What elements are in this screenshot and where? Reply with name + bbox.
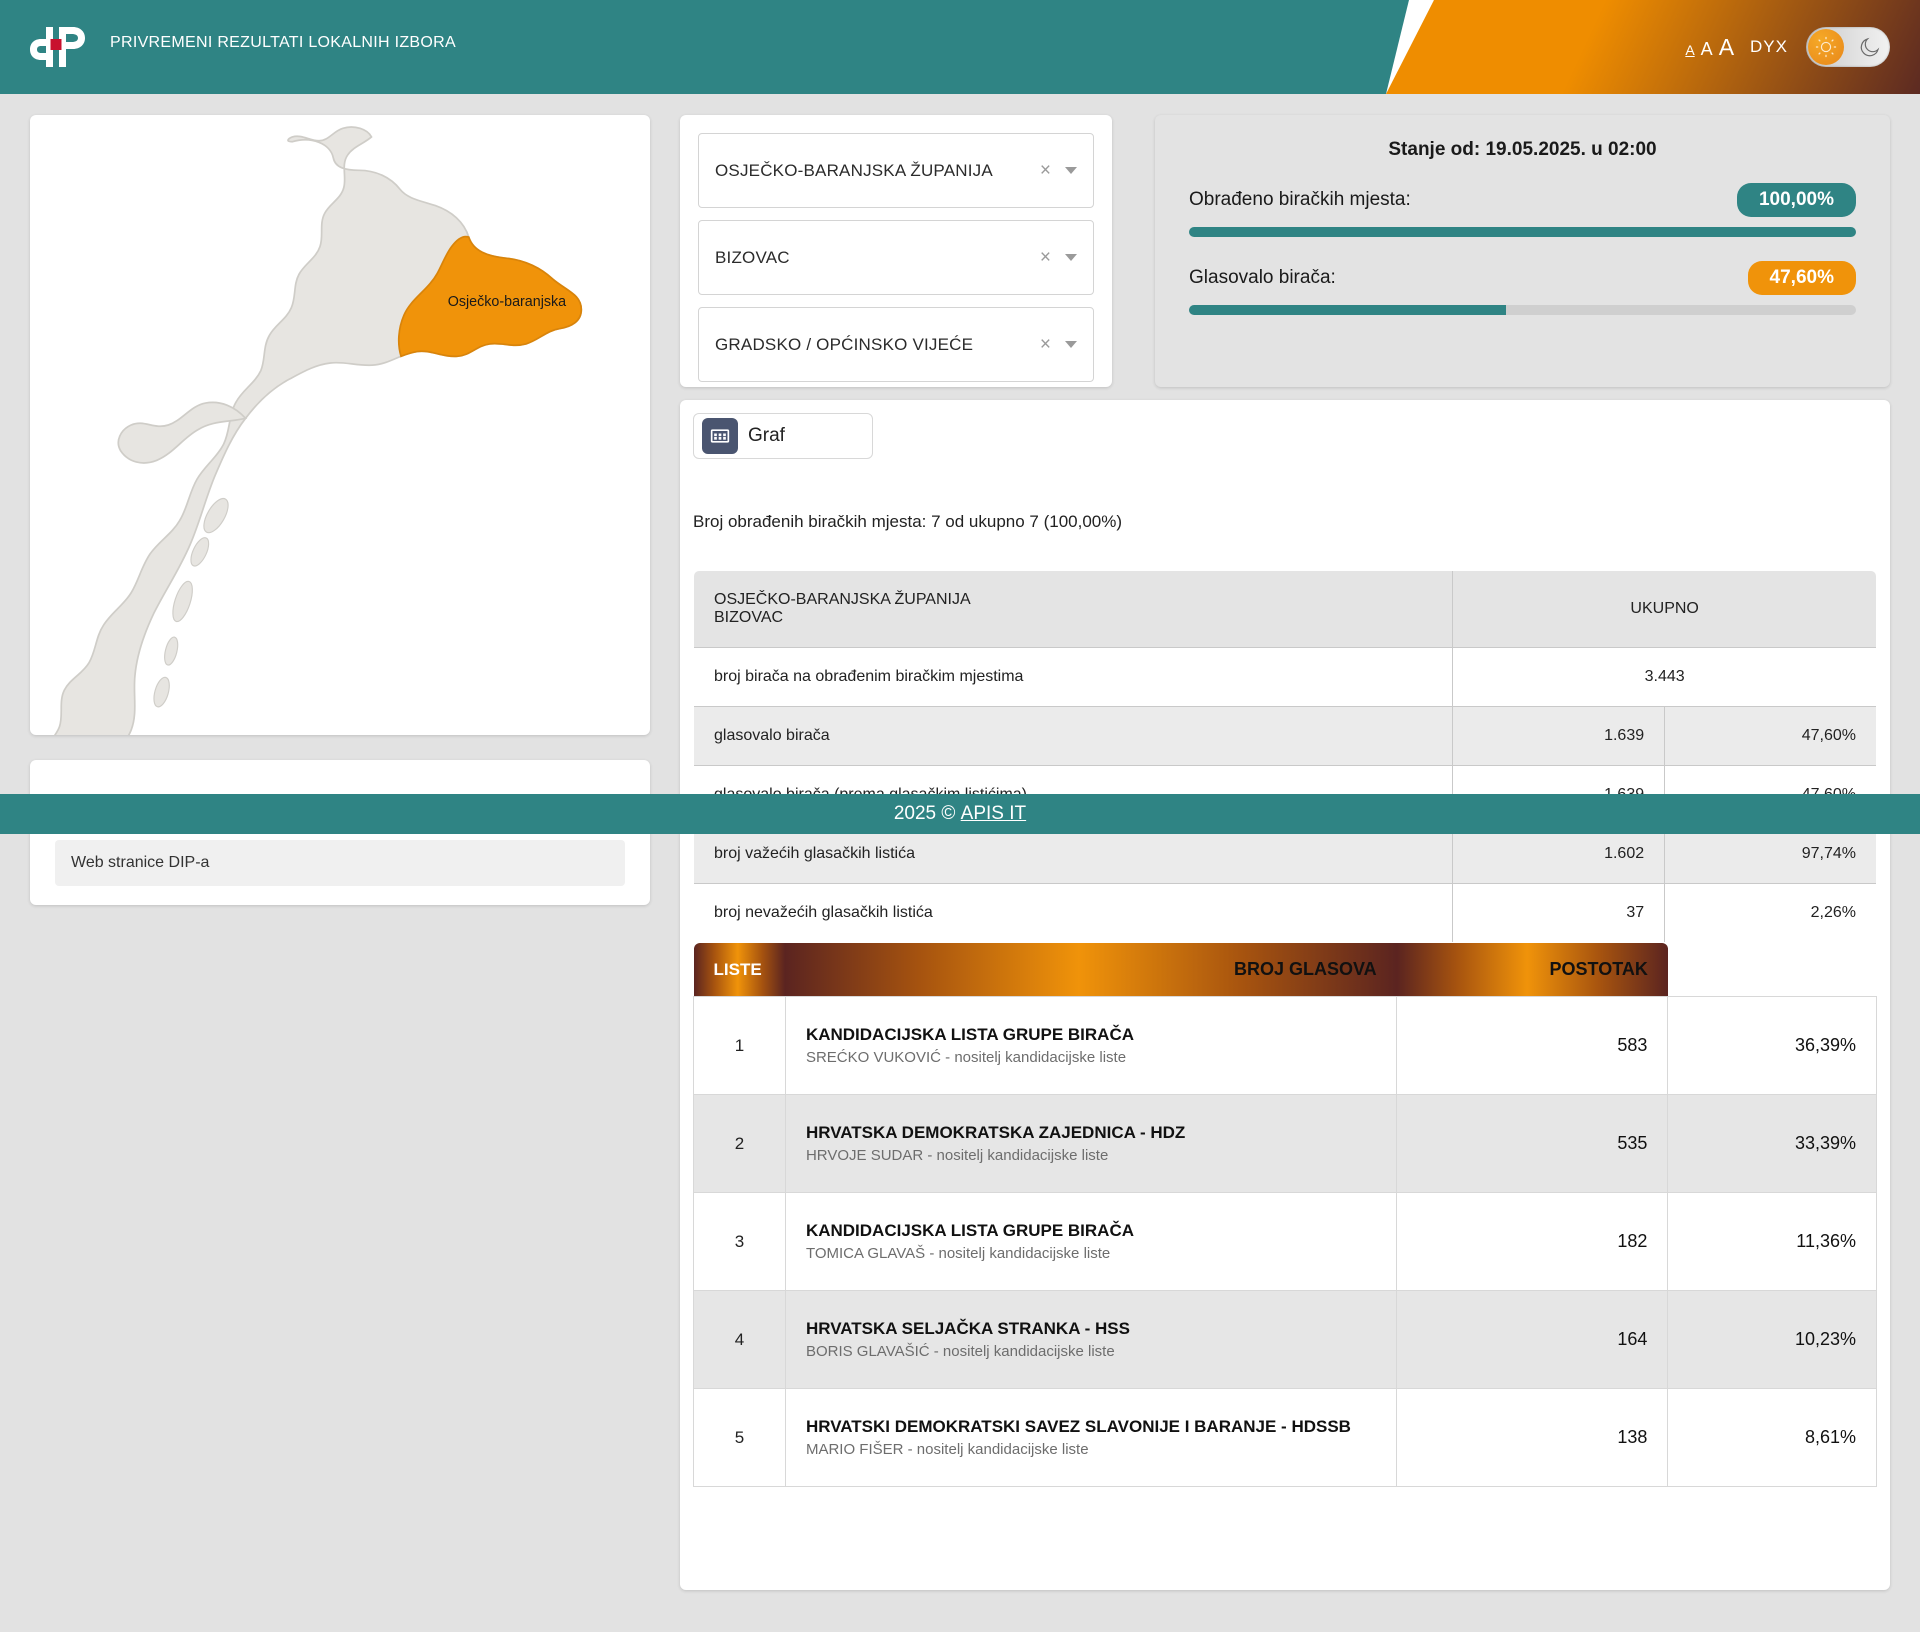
svg-text:Osječko-baranjska: Osječko-baranjska — [448, 294, 566, 310]
